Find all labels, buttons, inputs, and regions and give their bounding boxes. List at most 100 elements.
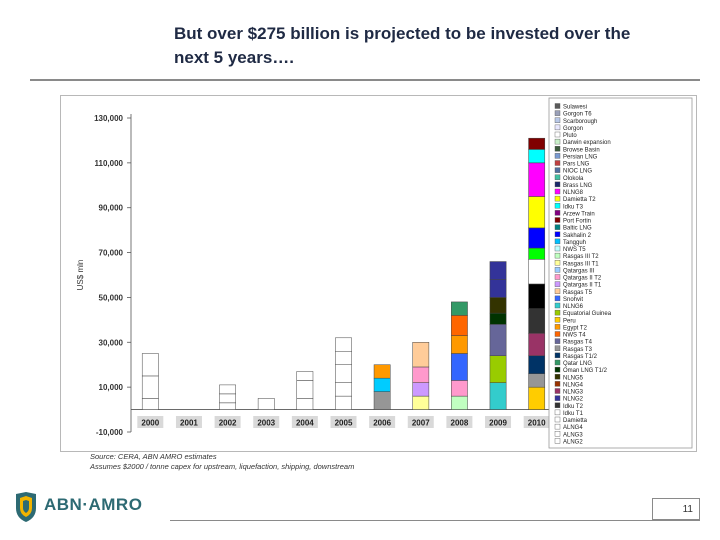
bar-segment xyxy=(451,315,468,336)
slide-title-line-2: next 5 years…. xyxy=(174,48,295,67)
x-tick-label: 2009 xyxy=(489,419,507,428)
y-tick-label: 90,000 xyxy=(99,204,124,213)
legend-swatch xyxy=(554,231,561,237)
legend-entry: Arzew Train xyxy=(563,211,595,217)
legend-entry: Damietta T2 xyxy=(563,197,596,203)
bar-segment xyxy=(528,386,546,410)
title-divider xyxy=(30,79,700,81)
legend-entry: Egypt T2 xyxy=(563,325,588,331)
legend-entry: Scarborough xyxy=(563,119,597,125)
legend-entry: Rasgas III T1 xyxy=(563,261,599,267)
legend-swatch xyxy=(554,281,561,287)
x-tick-label-bg xyxy=(523,416,550,428)
x-tick-label-bg xyxy=(137,416,164,428)
bar-segment xyxy=(373,377,391,392)
bar-segment xyxy=(528,308,546,334)
legend-entry: NLNG8 xyxy=(563,190,584,196)
legend-swatch xyxy=(554,409,561,416)
bar-segment xyxy=(489,382,507,410)
legend-swatch xyxy=(554,402,561,408)
bar-segment xyxy=(451,301,468,316)
legend-entry: ALNG2 xyxy=(563,439,583,445)
legend-swatch xyxy=(554,117,561,123)
legend-entry: Peru xyxy=(563,318,576,324)
x-tick-label: 2005 xyxy=(335,419,353,428)
source-line: Source: CERA, ABN AMRO estimates xyxy=(90,452,217,461)
legend-entry: Rasgas T4 xyxy=(563,340,593,346)
bar-segment xyxy=(141,375,159,399)
legend-entry: Gorgon xyxy=(563,126,583,132)
bar-segment xyxy=(296,398,314,410)
legend-entry: NLNG4 xyxy=(563,382,584,388)
y-tick-label: 110,000 xyxy=(95,159,124,168)
x-tick-label: 2000 xyxy=(141,419,159,428)
legend-entry: Qatargas II T1 xyxy=(563,283,602,289)
legend-swatch xyxy=(554,195,561,202)
legend-swatch xyxy=(554,431,561,437)
legend-swatch xyxy=(554,302,561,309)
legend-entry: Brass LNG xyxy=(563,183,593,189)
legend-box xyxy=(548,97,693,449)
legend-swatch xyxy=(554,131,561,138)
bar-segment xyxy=(141,353,159,377)
legend-entry: NLNG6 xyxy=(563,304,584,310)
legend-swatch xyxy=(554,352,561,359)
legend-entry: NLNG3 xyxy=(563,390,584,396)
legend-swatch xyxy=(554,174,561,180)
legend-swatch xyxy=(554,338,561,344)
legend-swatch xyxy=(554,309,561,316)
legend-swatch xyxy=(554,345,561,351)
legend-swatch xyxy=(554,331,561,337)
bar-segment xyxy=(528,196,546,229)
legend-swatch xyxy=(554,260,561,266)
legend-swatch xyxy=(554,317,561,323)
bar-segment xyxy=(373,364,391,379)
slide-title-line-1: But over $275 billion is projected to be… xyxy=(174,24,631,43)
legend-entry: NIOC LNG xyxy=(563,169,592,175)
legend-swatch xyxy=(554,381,561,387)
legend-swatch xyxy=(554,153,561,159)
bar-segment xyxy=(451,380,468,397)
legend-entry: Idku T2 xyxy=(563,404,584,410)
bar-segment xyxy=(257,398,275,410)
bar-segment xyxy=(489,312,507,325)
legend-entry: Oman LNG T1/2 xyxy=(563,368,608,374)
legend-entry: Rasgas III T2 xyxy=(563,254,599,260)
legend-swatch xyxy=(554,103,561,109)
y-tick-label: 10,000 xyxy=(99,383,124,392)
bar-segment xyxy=(296,380,314,399)
legend-swatch xyxy=(554,288,561,294)
bar-segment xyxy=(296,371,314,381)
legend-swatch xyxy=(554,374,561,380)
legend-entry: Pluto xyxy=(563,133,577,139)
stacked-bar-chart: -10,000 10,000 30,000 50,000 70,000 90,000 110… xyxy=(76,97,693,449)
y-tick-label: 70,000 xyxy=(99,249,124,258)
bar-segment xyxy=(412,342,430,368)
legend-swatch xyxy=(554,252,561,259)
y-tick-label: 130,000 xyxy=(94,114,123,123)
legend-swatch xyxy=(554,110,561,116)
slide-title: But over $275 billion is projected to be… xyxy=(174,22,694,70)
legend-swatch xyxy=(554,203,561,209)
y-tick-label: 50,000 xyxy=(99,293,124,302)
bar-segment xyxy=(412,366,430,383)
legend-entry: Sulawesi xyxy=(563,105,587,111)
x-tick-label-bg xyxy=(214,416,241,428)
x-tick-label: 2002 xyxy=(219,419,237,428)
bar-segment xyxy=(412,395,430,410)
legend-entry: Qatargas III xyxy=(563,268,595,274)
bar-segment xyxy=(451,335,468,354)
x-tick-label: 2010 xyxy=(528,419,546,428)
x-tick-label-bg xyxy=(407,416,434,428)
bar-segment xyxy=(528,227,546,249)
legend-entry: NLNG2 xyxy=(563,397,584,403)
bar-segment xyxy=(489,297,507,314)
legend-swatch xyxy=(554,124,561,131)
legend-entry: Qatargas II T2 xyxy=(563,276,602,282)
bar-segment xyxy=(335,351,352,365)
bar-segment xyxy=(489,279,507,298)
legend-swatch xyxy=(554,238,561,245)
y-tick-label: -10,000 xyxy=(96,428,124,437)
abn-amro-logo: ABN·AMRO xyxy=(14,492,144,522)
legend-swatch xyxy=(554,210,561,216)
